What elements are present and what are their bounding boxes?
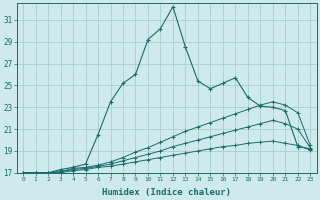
X-axis label: Humidex (Indice chaleur): Humidex (Indice chaleur)	[102, 188, 231, 197]
